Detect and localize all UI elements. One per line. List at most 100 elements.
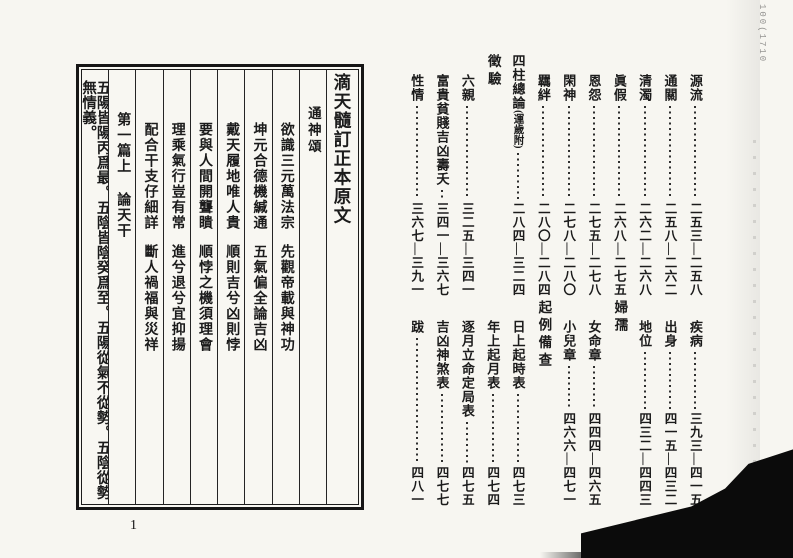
toc-entry-label-text: 女命章 — [586, 320, 602, 362]
dotted-leader — [593, 366, 596, 409]
toc-entry-pages: 四六六—四七一 — [561, 411, 576, 507]
toc-entry-label-text: 羈絆 — [535, 74, 551, 102]
toc-entry-pages: 三六七—三九一 — [409, 201, 424, 297]
toc-entry-pages: 四七三 — [510, 465, 525, 507]
toc-entry-label: 婦孺 — [609, 300, 629, 335]
toc-entry-label: 恩怨 — [585, 74, 604, 102]
toc-entry: 日上起時表 四七三 — [505, 300, 530, 506]
toc-entry-label-text: 四柱總論 — [510, 54, 526, 110]
frame-column-heading: 通神頌 — [298, 70, 326, 504]
verse-line-2: 先觀帝載與神功 — [278, 243, 294, 353]
dotted-leader — [491, 394, 494, 463]
toc-entry-label: 起例備查 — [533, 300, 553, 370]
toc-entry-label: 地位 — [635, 320, 654, 348]
frame-column-couplet: 理乘氣行豈有常 進兮退兮宜抑揚 — [162, 70, 190, 504]
toc-entry-label-text: 起例備查 — [536, 300, 552, 370]
toc-entry: 恩怨 二七五—二七八 — [581, 54, 606, 296]
toc-section-bottom: 疾病 三九三—四一五 出身 四一五—四三二 地位 四三二—四四三 婦孺 女命章 四四四—四六五小… — [404, 300, 708, 506]
frame-column-couplet: 坤元合德機緘通 五氣偏全論吉凶 — [244, 70, 271, 504]
toc-entry-pages: 四八一 — [409, 465, 424, 507]
toc-entry: 地位四三二—四四三 — [632, 300, 657, 506]
toc-entry-label-text: 吉凶神煞表 — [434, 320, 450, 390]
toc-entry-label-text: 富貴貧賤吉凶壽夭 — [434, 74, 450, 186]
toc-entry: 眞假二六八—二七五 — [607, 54, 632, 296]
dotted-leader — [517, 394, 520, 463]
dotted-leader — [694, 352, 697, 409]
toc-group-header: 起例備查 — [531, 300, 556, 506]
toc-entry-label-text: 徵驗 — [485, 54, 501, 89]
toc-entry-pages: 二六二—二六八 — [637, 201, 652, 297]
frame-column-couplet: 配合干支仔細詳 斷人禍福與災祥 — [135, 70, 162, 504]
verse-line-2: 論天干 — [115, 192, 131, 239]
toc-entry: 富貴貧賤吉凶壽夭三四一—三六七 — [429, 54, 454, 296]
frame-column-couplet: 要與人間開聾瞶 順悖之機須理會 — [189, 70, 217, 504]
verse-line-2: 順悖之機須理會 — [196, 243, 212, 353]
toc-entry-pages: 四七七 — [434, 465, 449, 507]
dotted-leader — [517, 152, 520, 199]
dotted-leader — [466, 422, 469, 463]
toc-entry-pages: 三四一—三六七 — [434, 201, 449, 297]
toc-entry-label-text: 恩怨 — [586, 74, 602, 102]
dotted-leader — [415, 106, 418, 199]
toc-group-header: 婦孺 — [607, 300, 632, 506]
toc-entry-label: 逐月立命定局表 — [458, 320, 477, 418]
verse-line-1: 要與人間開聾瞶 — [196, 122, 212, 231]
frame-columns: 滴天髓訂正本原文 通神頌 欲識三元萬法宗 先觀帝載與神功 坤元合德機緘通 五氣偏全論吉凶戴… — [81, 69, 359, 505]
toc-entry-pages: 四一五—四三二 — [662, 411, 677, 507]
toc-entry-label-text: 跋 — [409, 320, 425, 334]
scan-smudge — [753, 140, 756, 530]
dotted-leader — [567, 366, 570, 409]
toc-entry-pages: 四四四—四六五 — [586, 411, 601, 507]
toc-entry-label: 吉凶神煞表 — [433, 320, 452, 390]
toc-entry-label-text: 地位 — [637, 320, 653, 348]
toc-entry-label-text: 逐月立命定局表 — [459, 320, 475, 418]
book-title: 滴天髓訂正本原文 — [332, 73, 353, 225]
dotted-leader — [441, 394, 444, 463]
verse-line-2: 五氣偏全論吉凶 — [251, 243, 267, 353]
toc-entry-label: 六親 — [458, 74, 477, 102]
toc-entry-pages: 二八四—三二四 — [510, 201, 525, 297]
toc-entry-label: 四柱總論(運歲附) — [509, 54, 528, 149]
toc-entry-label-text: 出身 — [662, 320, 678, 348]
toc-entry-label-text: 小兒章 — [561, 320, 577, 362]
scan-edge-sliver — [540, 552, 610, 558]
toc-section-top: 源流 二五三—二五八 通關 二五八—二六二 清濁 二六二—二六八 眞假 二六八—二七五 恩怨 二七… — [404, 54, 708, 296]
toc-entry: 年上起月表 四七四 — [480, 300, 505, 506]
toc-entry: 出身四一五—四三二 — [657, 300, 682, 506]
toc-entry-label: 出身 — [661, 320, 680, 348]
verse-line-1: 欲識三元萬法宗 — [278, 122, 294, 231]
toc-entry-label-text: 眞假 — [611, 74, 627, 102]
toc-entry-label: 眞假 — [610, 74, 629, 102]
toc-entry-label: 日上起時表 — [509, 320, 528, 390]
dotted-leader — [669, 352, 671, 409]
toc-entry: 通關二五八—二六二 — [657, 54, 682, 296]
toc-entry: 吉凶神煞表 四七七 — [429, 300, 454, 506]
toc-group-header: 徵驗 — [480, 54, 505, 296]
toc-entry-label: 疾病 — [686, 320, 705, 348]
toc-entry-label: 富貴貧賤吉凶壽夭 — [433, 74, 452, 186]
toc-entry-label-text: 源流 — [687, 74, 703, 102]
toc-entry-label: 清濁 — [635, 74, 654, 102]
toc-entry: 跋四八一 — [404, 300, 429, 506]
toc-entry: 疾病三九三—四一五 — [683, 300, 708, 506]
verse-line-1: 坤元合德機緘通 — [251, 122, 267, 231]
dotted-leader — [593, 106, 596, 199]
toc-entry-label-text: 年上起月表 — [485, 320, 501, 390]
toc-entry-label-text: 婦孺 — [612, 300, 628, 335]
dotted-leader — [567, 106, 570, 199]
verse-line-1: 戴天履地唯人貴 — [224, 122, 240, 231]
toc-entry-label-text: 閑神 — [561, 74, 577, 102]
toc-entry-pages: 四七五 — [459, 465, 474, 507]
toc-entry-pages: 二八〇—二八四 — [535, 201, 550, 297]
toc-entry-pages: 二六八—二七五 — [611, 201, 626, 297]
toc-entry-pages: 二五八—二六二 — [662, 201, 677, 297]
dotted-leader — [643, 106, 646, 199]
toc-entry-label-text: 疾病 — [687, 320, 703, 348]
toc-entry-pages: 三九三—四一五 — [687, 411, 702, 507]
toc-entry-label-text: 通關 — [662, 74, 678, 102]
toc-entry-pages: 四三二—四四三 — [637, 411, 652, 507]
toc-entry: 羈絆二八〇—二八四 — [531, 54, 556, 296]
frame-column-title: 滴天髓訂正本原文 — [326, 70, 358, 504]
toc-entry-pages: 四七四 — [485, 465, 500, 507]
toc-entry-label: 小兒章 — [559, 320, 578, 362]
